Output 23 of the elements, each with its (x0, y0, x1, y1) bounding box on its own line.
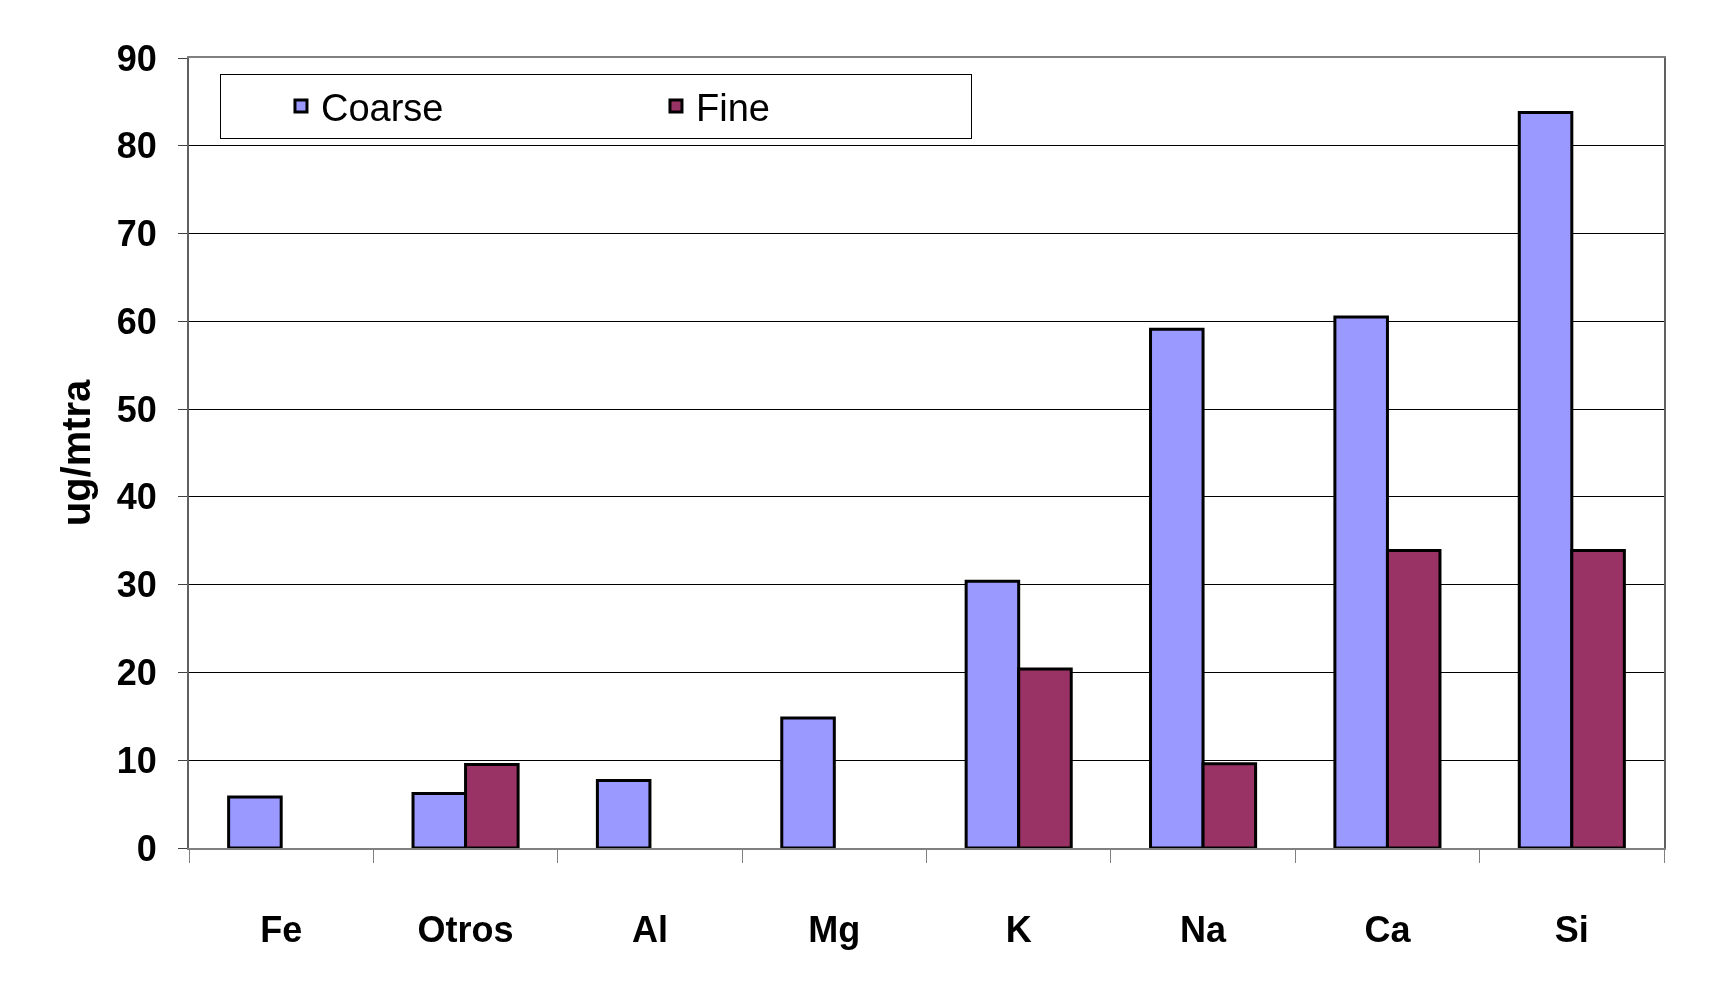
y-tick-label: 80 (116, 125, 157, 167)
y-axis-title: ug/mtra (53, 378, 98, 527)
bar (595, 778, 652, 848)
x-tick-label: Na (1180, 909, 1228, 951)
x-tick-label: Ca (1364, 909, 1412, 951)
y-tick-label: 0 (136, 827, 157, 869)
y-tick-label: 10 (116, 739, 157, 781)
y-tick-label: 60 (116, 300, 157, 342)
x-tick-label: Fe (260, 909, 303, 951)
y-tick-label: 20 (116, 652, 157, 694)
x-tick-label: Al (631, 909, 668, 951)
y-tick-label: 40 (116, 476, 157, 518)
y-tick-label: 30 (116, 564, 157, 606)
bar (227, 795, 283, 848)
x-tick-label: Mg (808, 909, 861, 951)
x-tick-label: Otros (417, 909, 514, 951)
x-tick-label: Si (1554, 909, 1589, 951)
y-tick-label: 50 (116, 388, 157, 430)
y-tick-label: 90 (116, 37, 157, 79)
legend-label: Coarse (320, 86, 444, 129)
x-tick-label: K (1005, 909, 1032, 951)
legend-label: Fine (695, 86, 770, 129)
y-tick-label: 70 (116, 213, 157, 255)
